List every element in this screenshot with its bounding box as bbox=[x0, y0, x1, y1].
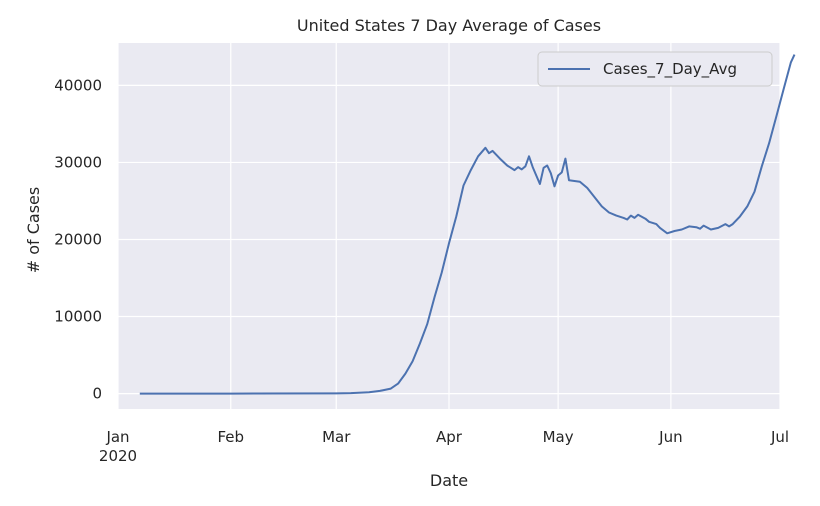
x-tick-label: Jun bbox=[658, 428, 682, 446]
y-tick-label: 0 bbox=[92, 385, 102, 403]
legend: Cases_7_Day_Avg bbox=[537, 51, 773, 87]
y-tick-label: 30000 bbox=[54, 153, 102, 171]
legend-label: Cases_7_Day_Avg bbox=[603, 60, 737, 79]
x-tick-sublabel: 2020 bbox=[99, 447, 137, 465]
series-line bbox=[139, 54, 796, 395]
x-tick-label: Jul bbox=[770, 428, 789, 446]
y-axis-title: # of Cases bbox=[24, 187, 43, 274]
y-tick-label: 20000 bbox=[54, 230, 102, 248]
y-tick-label: 10000 bbox=[54, 308, 102, 326]
x-tick-label: May bbox=[543, 428, 574, 446]
x-tick-label: Apr bbox=[436, 428, 463, 446]
x-tick-label: Feb bbox=[217, 428, 244, 446]
legend-box bbox=[537, 51, 773, 87]
y-tick-labels: 0 10000 20000 30000 40000 bbox=[54, 76, 102, 402]
x-tick-label: Mar bbox=[322, 428, 351, 446]
chart-title: United States 7 Day Average of Cases bbox=[297, 16, 601, 35]
x-axis-title: Date bbox=[430, 471, 468, 490]
x-tick-label: Jan bbox=[105, 428, 129, 446]
y-tick-label: 40000 bbox=[54, 76, 102, 94]
series-layer bbox=[139, 54, 796, 395]
